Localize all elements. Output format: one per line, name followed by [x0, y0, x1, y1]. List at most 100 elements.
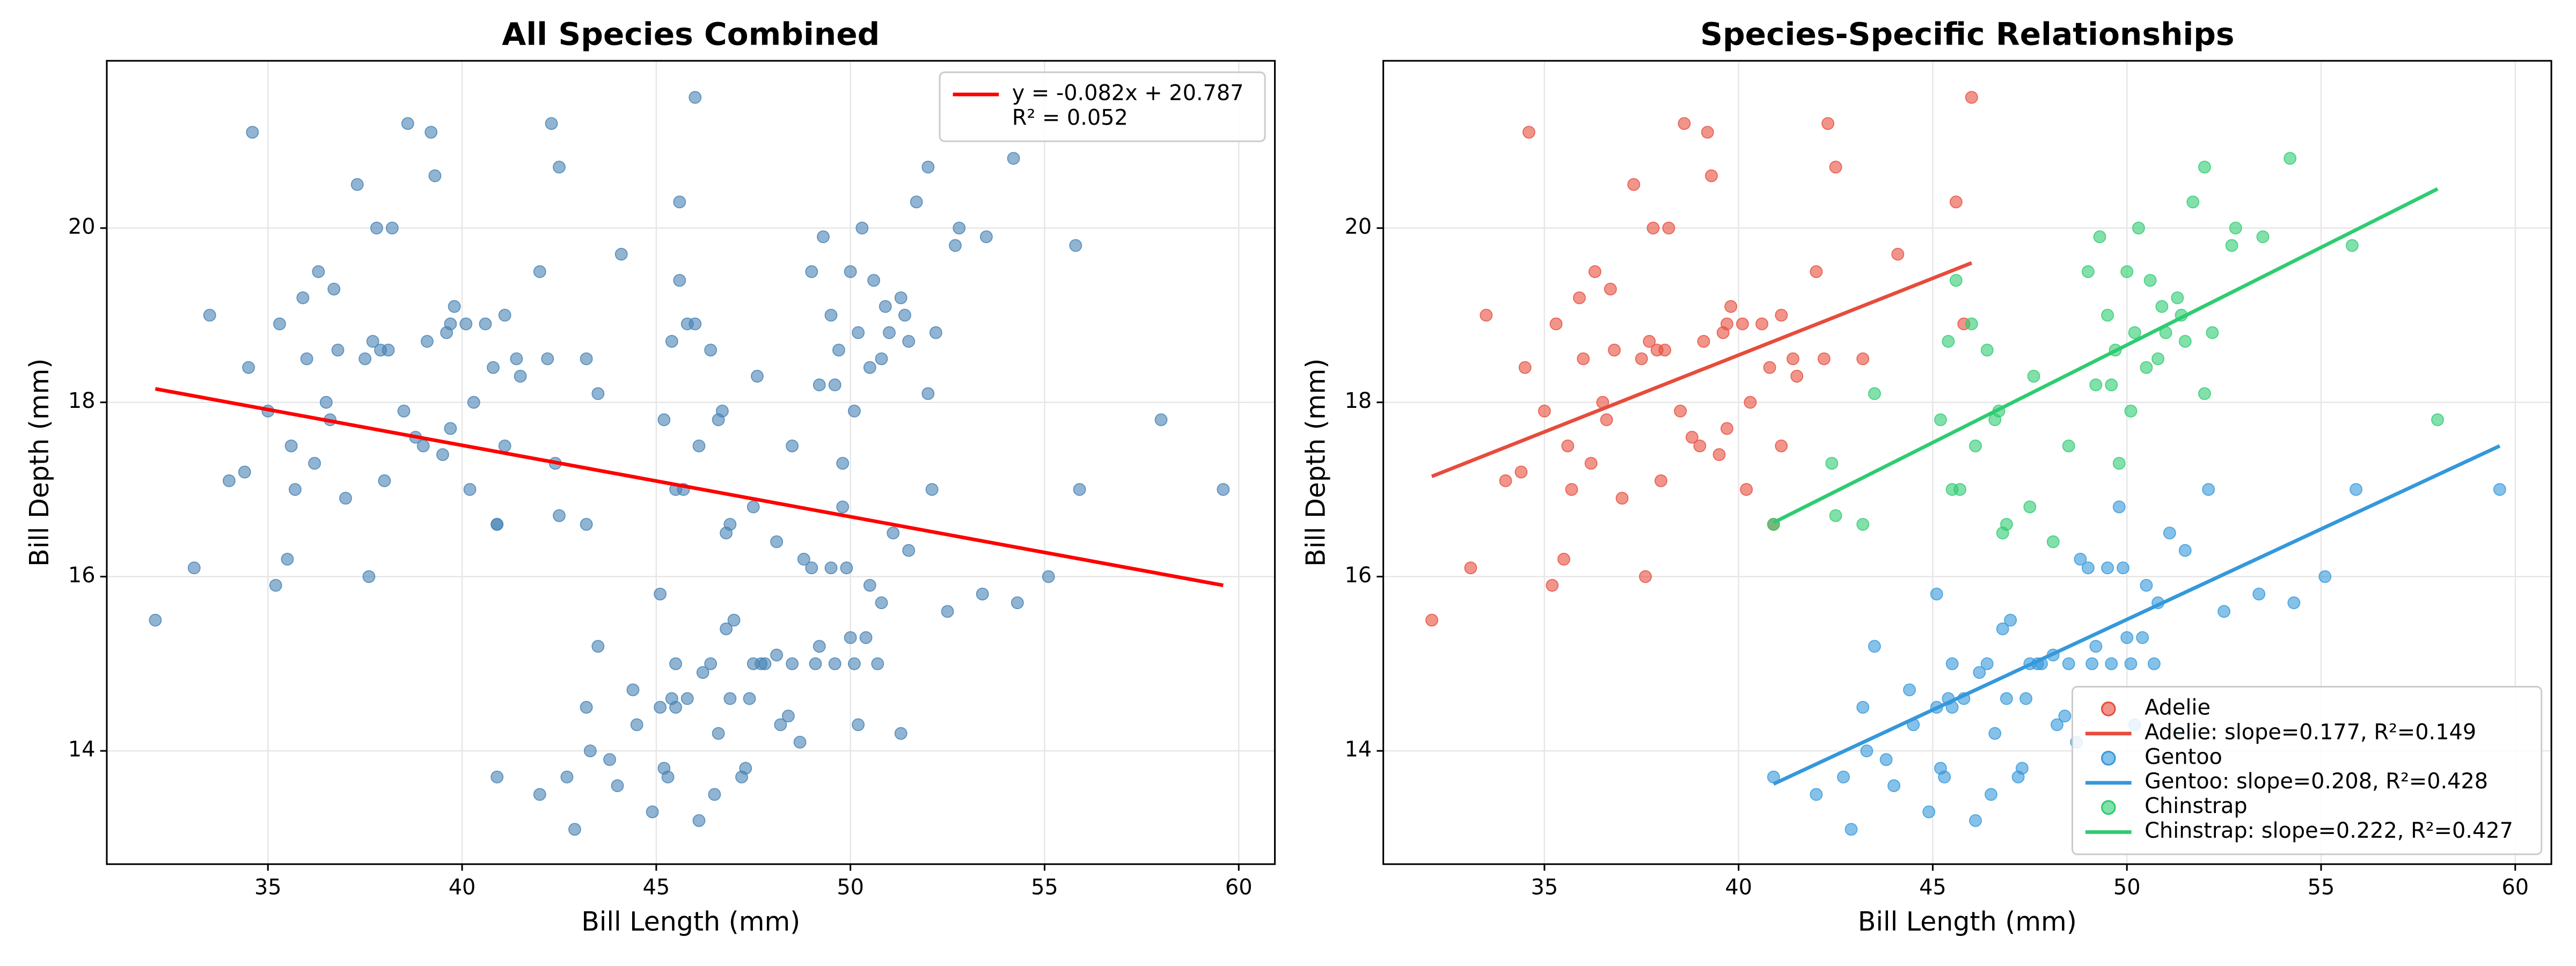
point	[786, 439, 799, 452]
point	[2178, 544, 2192, 557]
point	[1736, 317, 1749, 331]
point	[568, 823, 581, 836]
point	[715, 405, 729, 418]
legend-label: Chinstrap: slope=0.222, R²=0.427	[2145, 818, 2513, 843]
point	[1996, 622, 2009, 635]
point	[723, 692, 737, 705]
point	[1154, 413, 1168, 427]
legend-marker	[2101, 800, 2116, 815]
chart-title: All Species Combined	[502, 16, 880, 52]
legend-box	[2071, 686, 2543, 855]
point	[2202, 483, 2215, 496]
point	[654, 701, 667, 714]
point	[1678, 117, 1691, 130]
point	[1608, 343, 1621, 357]
point	[654, 587, 667, 601]
point	[1969, 439, 1982, 452]
point	[2431, 413, 2445, 427]
point	[533, 265, 546, 279]
point	[2093, 230, 2106, 244]
point	[844, 265, 857, 279]
point	[553, 509, 566, 522]
point	[246, 126, 259, 139]
point	[1705, 169, 1718, 182]
point	[646, 805, 659, 818]
point	[712, 727, 725, 740]
x-tick-label: 35	[254, 875, 282, 900]
panel: Species-Specific Relationships 35 40 45 50 55…	[1301, 16, 2552, 937]
point	[1938, 770, 1951, 784]
point	[614, 247, 628, 261]
point	[871, 657, 884, 670]
point	[847, 657, 861, 670]
x-tick-label: 40	[1725, 875, 1752, 900]
point	[1879, 753, 1893, 766]
point	[281, 553, 294, 566]
point	[723, 518, 737, 531]
x-tick-label: 45	[1919, 875, 1946, 900]
point	[781, 709, 795, 723]
point	[743, 692, 756, 705]
point	[1217, 483, 1230, 496]
point	[751, 370, 764, 383]
point	[824, 561, 838, 575]
point	[416, 439, 430, 452]
point	[1856, 352, 1870, 365]
point	[269, 579, 282, 592]
point	[949, 239, 962, 252]
legend-label: Gentoo	[2145, 744, 2222, 769]
point	[1627, 178, 1641, 191]
point	[692, 439, 706, 452]
fit-line	[1773, 444, 2501, 786]
point	[273, 317, 286, 331]
point	[708, 788, 721, 801]
point	[2136, 631, 2149, 645]
point	[1573, 291, 1586, 304]
point	[498, 309, 511, 322]
point	[1546, 579, 1559, 592]
point	[1646, 222, 1660, 235]
point	[1744, 396, 1757, 409]
point	[2218, 605, 2231, 618]
point	[894, 291, 908, 304]
point	[1518, 361, 1532, 374]
point	[1007, 152, 1020, 165]
point	[583, 744, 597, 758]
point	[1011, 596, 1024, 610]
point	[2120, 265, 2134, 279]
point	[669, 657, 682, 670]
point	[739, 762, 752, 775]
fit-line	[155, 387, 1224, 587]
point	[1837, 770, 1850, 784]
point	[382, 343, 395, 357]
y-tick-label: 16	[1344, 563, 1372, 588]
point	[2023, 500, 2037, 514]
y-tick-label: 20	[68, 214, 96, 239]
legend-label: Chinstrap	[2145, 794, 2248, 818]
point	[2256, 230, 2270, 244]
point	[308, 457, 321, 470]
point	[370, 222, 383, 235]
point	[1845, 823, 1858, 836]
point	[420, 335, 434, 348]
point	[479, 317, 492, 331]
point	[296, 291, 310, 304]
point	[1720, 422, 1733, 435]
point	[793, 735, 807, 749]
point	[533, 788, 546, 801]
point	[1969, 814, 1982, 827]
point	[863, 361, 876, 374]
point	[2000, 518, 2013, 531]
point	[1674, 405, 1687, 418]
point	[1810, 265, 1823, 279]
point	[852, 718, 865, 731]
point	[2284, 152, 2297, 165]
point	[2143, 274, 2157, 287]
point	[467, 396, 480, 409]
point	[720, 622, 733, 635]
point	[1480, 309, 1493, 322]
chart-title: Species-Specific Relationships	[1700, 16, 2234, 52]
point	[327, 282, 341, 296]
point	[953, 222, 966, 235]
point	[1945, 657, 1959, 670]
